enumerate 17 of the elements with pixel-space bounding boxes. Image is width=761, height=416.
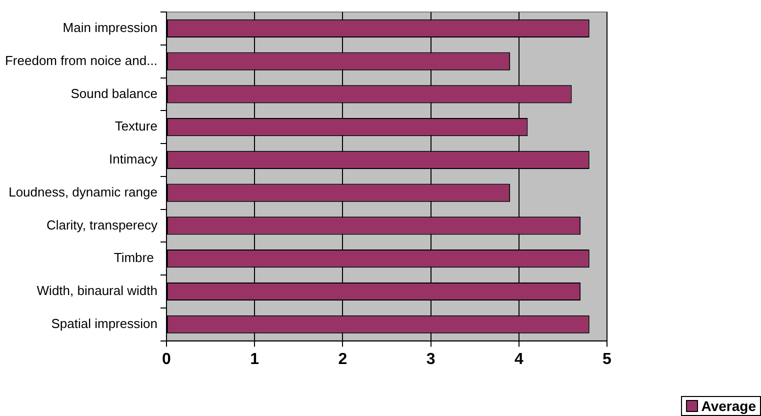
- y-tick-label: Texture: [114, 118, 158, 134]
- y-tick-label: Timbre: [114, 250, 158, 266]
- x-tick-label: 5: [602, 350, 612, 368]
- y-tick-label: Clarity, transperecy: [46, 217, 158, 232]
- x-tick-label: 0: [162, 350, 172, 368]
- y-tick-label: Loudness, dynamic range: [8, 184, 158, 200]
- y-tick-label: Intimacy: [109, 152, 158, 167]
- x-tick-label: 4: [514, 350, 524, 368]
- y-tick-label: Main impression: [62, 20, 158, 36]
- x-tick-label: 3: [426, 350, 436, 368]
- y-tick-label: Width, binaural width: [36, 283, 158, 298]
- x-tick-label: 1: [250, 350, 260, 368]
- y-tick-label: Freedom from noice and...: [4, 52, 158, 68]
- y-tick-label: Spatial impression: [51, 316, 158, 331]
- x-tick-label: 2: [338, 350, 348, 368]
- legend-label: Average: [701, 398, 756, 414]
- y-tick-label: Sound balance: [70, 86, 158, 101]
